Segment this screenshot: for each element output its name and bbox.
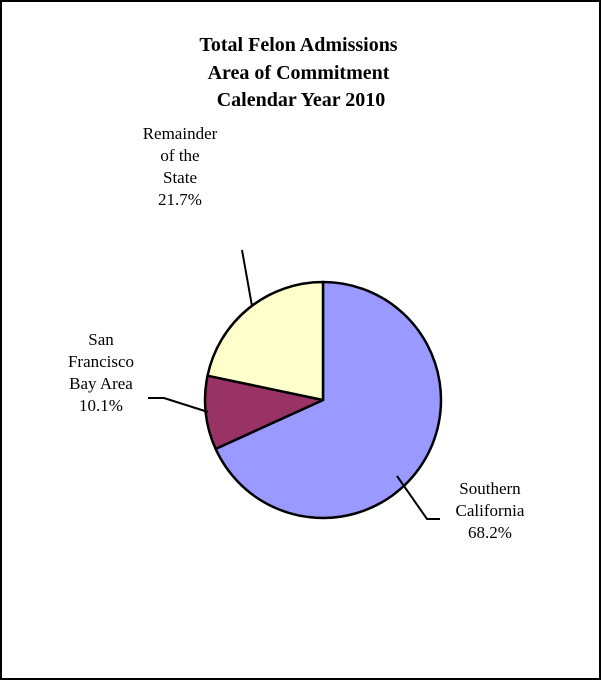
chart-title-line-1: Total Felon Admissions xyxy=(199,34,397,56)
slice-value-label-0: 68.2% xyxy=(468,523,512,542)
slice-label-1: San Francisco Bay Area 10.1% xyxy=(68,330,134,415)
pie-slice-2 xyxy=(206,280,325,402)
slice-label-line-1-1: Francisco xyxy=(68,352,134,371)
pie-slices xyxy=(203,280,443,520)
pie-slice-0 xyxy=(214,280,443,520)
slice-label-line-2-1: of the xyxy=(160,146,199,165)
slice-label-0: Southern California 68.2% xyxy=(456,479,525,542)
chart-title-line-3: Calendar Year 2010 xyxy=(217,89,386,111)
slice-label-line-1-2: Bay Area xyxy=(69,374,133,393)
slice-value-label-1: 10.1% xyxy=(79,396,123,415)
chart-title: Total Felon Admissions Area of Commitmen… xyxy=(199,34,402,111)
leader-line-2 xyxy=(241,249,253,307)
slice-label-line-1-0: San xyxy=(88,330,114,349)
leader-lines xyxy=(148,249,440,520)
slice-label-line-2-2: State xyxy=(163,168,197,187)
slice-label-2: Remainder of the State 21.7% xyxy=(143,124,218,209)
slice-label-line-2-0: Remainder xyxy=(143,124,218,143)
slice-labels: Southern California 68.2% San Francisco Bay A… xyxy=(68,124,525,542)
slice-value-label-2: 21.7% xyxy=(158,190,202,209)
leader-line-0 xyxy=(396,475,440,520)
leader-line-1 xyxy=(148,397,209,413)
slice-label-line-0-0: Southern xyxy=(459,479,521,498)
chart-title-line-2: Area of Commitment xyxy=(208,62,390,84)
slice-label-line-0-1: California xyxy=(456,501,525,520)
